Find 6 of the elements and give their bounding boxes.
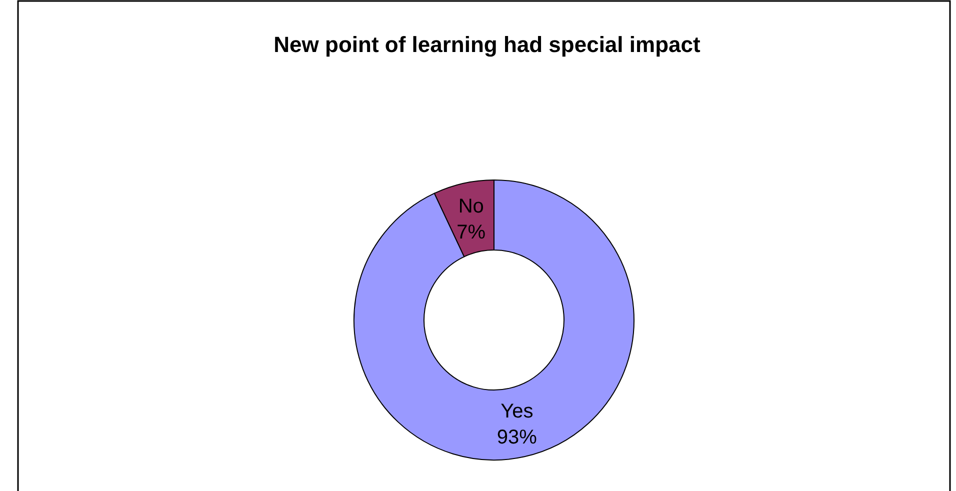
chart-title: New point of learning had special impact — [274, 32, 701, 57]
slice-label: No — [458, 196, 484, 218]
data-label: 93% — [496, 426, 538, 448]
data-label: 7% — [456, 222, 486, 244]
slice-label: Yes — [500, 400, 534, 422]
donut-slice — [354, 180, 634, 460]
